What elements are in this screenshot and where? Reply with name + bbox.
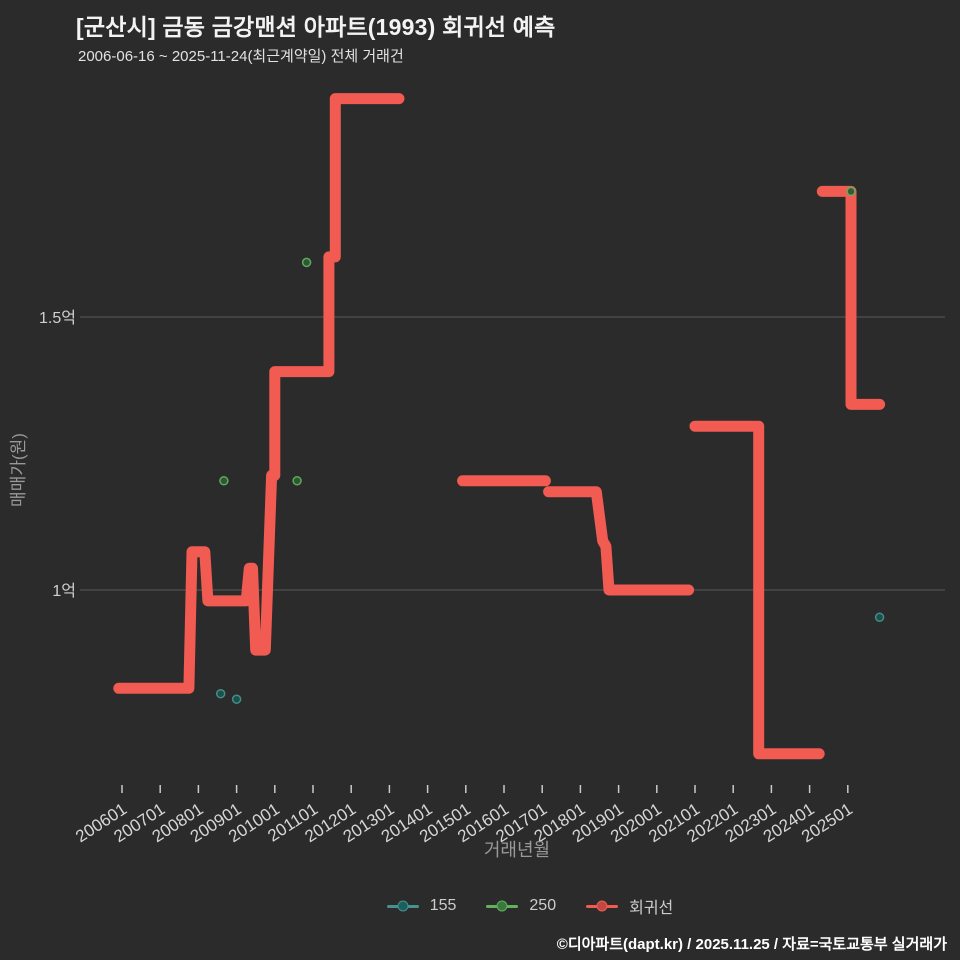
scatter-point-155 bbox=[215, 688, 226, 699]
legend-item-155[interactable]: 155 bbox=[386, 897, 457, 915]
x-axis-title: 거래년월 bbox=[484, 840, 550, 860]
scatter-point-250 bbox=[219, 476, 229, 486]
legend-marker-icon bbox=[586, 900, 619, 912]
footer-credit: ©디아파트(dapt.kr) / 2025.11.25 / 자료=국토교통부 실… bbox=[556, 936, 947, 953]
y-tick-label: 1억 bbox=[52, 582, 76, 600]
legend-label: 회귀선 bbox=[629, 900, 674, 917]
legend-label: 155 bbox=[429, 897, 457, 914]
legend-dot-swatch bbox=[596, 900, 608, 912]
scatter-point-155 bbox=[231, 694, 242, 704]
regression-line-segment-1 bbox=[113, 93, 405, 694]
scatter-point-155 bbox=[874, 612, 885, 623]
chart-subtitle: 2006-06-16 ~ 2025-11-24(최근계약일) 전체 거래건 bbox=[78, 48, 404, 65]
legend-dot-swatch bbox=[397, 900, 409, 912]
legend-marker-icon bbox=[386, 900, 419, 912]
scatter-point-250 bbox=[846, 186, 856, 197]
regression-line-segment-3 bbox=[543, 486, 695, 596]
y-tick-label: 1.5억 bbox=[39, 309, 76, 327]
regression-line-segment-4 bbox=[689, 420, 825, 760]
scatter-point-250 bbox=[301, 257, 312, 268]
y-axis-title: 매매가(원) bbox=[9, 433, 28, 507]
scatter-point-250 bbox=[292, 476, 302, 486]
regression-line-segment-5 bbox=[816, 185, 886, 410]
legend-item-250[interactable]: 250 bbox=[486, 897, 556, 915]
legend-marker-icon bbox=[486, 900, 519, 912]
legend: 155 250 회귀선 bbox=[0, 894, 960, 918]
legend-item-회귀선[interactable]: 회귀선 bbox=[586, 894, 673, 918]
legend-dot-swatch bbox=[496, 900, 508, 912]
legend-label: 250 bbox=[529, 897, 557, 914]
chart-title: [군산시] 금동 금강맨션 아파트(1993) 회귀선 예측 bbox=[76, 14, 556, 40]
